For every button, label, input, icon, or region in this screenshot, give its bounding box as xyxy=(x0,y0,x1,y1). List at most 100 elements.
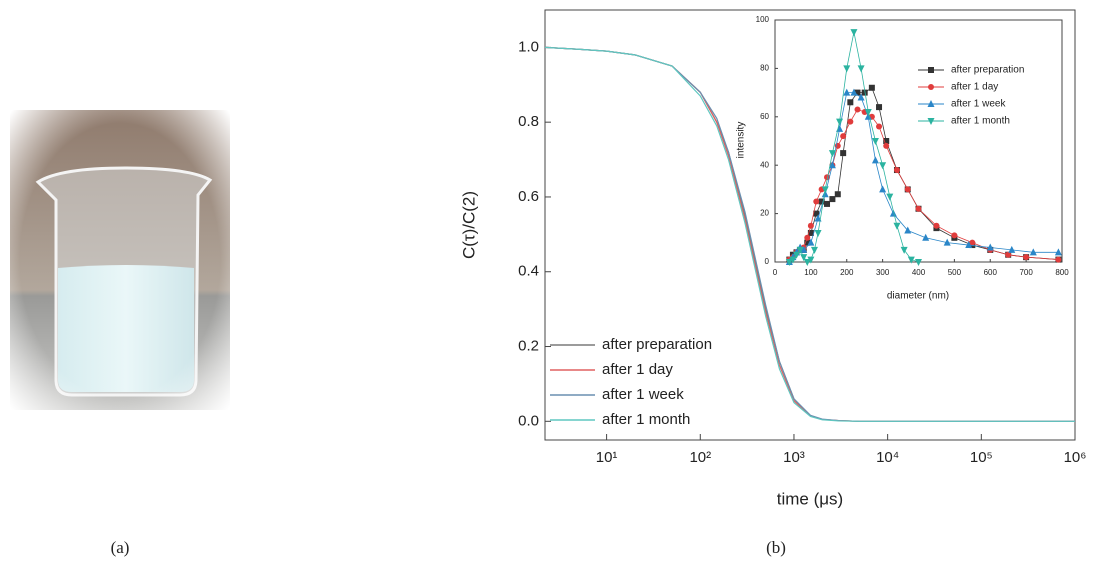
data-point xyxy=(800,245,808,253)
legend-label: after 1 day xyxy=(602,361,673,378)
data-point xyxy=(986,243,994,251)
x-tick-label: 10⁴ xyxy=(876,449,899,466)
data-point xyxy=(854,106,861,113)
data-point xyxy=(876,104,883,111)
x-axis-label: time (μs) xyxy=(777,489,843,508)
data-point xyxy=(785,259,793,266)
data-point xyxy=(821,186,829,194)
data-point xyxy=(889,209,897,217)
data-point xyxy=(1054,248,1062,256)
data-point xyxy=(810,246,818,254)
data-point xyxy=(857,65,865,73)
y-axis-label: intensity xyxy=(736,122,747,159)
data-point xyxy=(857,93,865,101)
y-tick-label: 0.4 xyxy=(518,263,539,280)
panel-label: (b) xyxy=(766,538,786,557)
data-point xyxy=(965,241,973,249)
x-tick-label: 300 xyxy=(876,268,890,277)
data-point xyxy=(814,229,822,237)
x-tick-label: 10⁵ xyxy=(970,449,993,466)
data-point xyxy=(883,138,890,144)
x-tick-label: 10¹ xyxy=(596,449,618,466)
data-point xyxy=(879,162,887,170)
data-point xyxy=(824,200,831,207)
data-point xyxy=(829,196,836,203)
series-line xyxy=(544,46,1075,422)
data-point xyxy=(807,229,814,236)
legend-label: after 1 week xyxy=(602,386,684,403)
data-point xyxy=(847,99,854,106)
data-point xyxy=(868,84,875,91)
data-point xyxy=(834,191,841,198)
data-point xyxy=(864,108,872,116)
data-point xyxy=(951,232,958,239)
data-point xyxy=(883,142,890,149)
data-point xyxy=(793,251,801,259)
data-point xyxy=(828,161,836,169)
data-point xyxy=(840,133,847,140)
data-point xyxy=(876,123,883,130)
legend-label: after 1 week xyxy=(951,99,1006,110)
data-point xyxy=(1005,251,1012,258)
data-point xyxy=(907,256,915,264)
data-point xyxy=(893,222,901,230)
panel-label: (a) xyxy=(111,538,130,557)
data-point xyxy=(847,118,854,125)
data-point xyxy=(915,205,922,212)
data-point xyxy=(796,246,804,254)
data-point xyxy=(789,256,797,264)
photo-vignette xyxy=(10,110,230,410)
data-point xyxy=(922,233,930,241)
legend-label: after 1 day xyxy=(951,82,998,93)
x-tick-label: 10² xyxy=(689,449,711,466)
data-point xyxy=(821,190,829,198)
legend-marker xyxy=(928,84,934,90)
data-point xyxy=(850,88,858,96)
data-point xyxy=(969,239,976,246)
x-tick-label: 10⁶ xyxy=(1064,449,1087,466)
x-tick-label: 100 xyxy=(804,268,818,277)
data-point xyxy=(828,150,836,158)
data-point xyxy=(904,186,911,193)
data-point xyxy=(807,238,815,246)
data-point xyxy=(915,259,922,266)
legend-label: after 1 month xyxy=(602,411,690,428)
data-point xyxy=(1023,254,1030,261)
x-tick-label: 600 xyxy=(984,268,998,277)
data-point xyxy=(843,88,851,96)
y-axis-label: C(τ)/C(2) xyxy=(459,191,478,259)
x-tick-label: 800 xyxy=(1055,268,1069,277)
data-point xyxy=(840,150,847,157)
data-point xyxy=(804,234,811,241)
data-point xyxy=(800,254,808,262)
data-point xyxy=(904,226,912,234)
data-point xyxy=(807,222,814,229)
data-point xyxy=(804,239,811,246)
photo xyxy=(10,110,230,410)
legend-label: after preparation xyxy=(602,336,712,353)
data-point xyxy=(933,222,940,229)
data-point xyxy=(803,259,811,266)
x-tick-label: 700 xyxy=(1019,268,1033,277)
data-point xyxy=(807,256,815,264)
data-point xyxy=(886,193,894,201)
data-point xyxy=(814,214,822,222)
x-tick-label: 10³ xyxy=(783,449,805,466)
data-point xyxy=(879,185,887,193)
data-point xyxy=(871,156,879,164)
data-point xyxy=(1008,245,1016,253)
legend-label: after preparation xyxy=(951,65,1024,76)
data-point xyxy=(813,210,820,217)
data-point xyxy=(1029,248,1037,256)
data-point xyxy=(943,238,951,246)
y-tick-label: 1.0 xyxy=(518,38,539,55)
y-tick-label: 20 xyxy=(760,209,769,218)
x-tick-label: 200 xyxy=(840,268,854,277)
x-axis-label: diameter (nm) xyxy=(887,291,949,302)
data-point xyxy=(836,118,844,126)
y-tick-label: 0.8 xyxy=(518,113,539,130)
y-tick-label: 0 xyxy=(765,257,770,266)
data-point xyxy=(824,174,831,181)
y-tick-label: 100 xyxy=(756,15,770,24)
